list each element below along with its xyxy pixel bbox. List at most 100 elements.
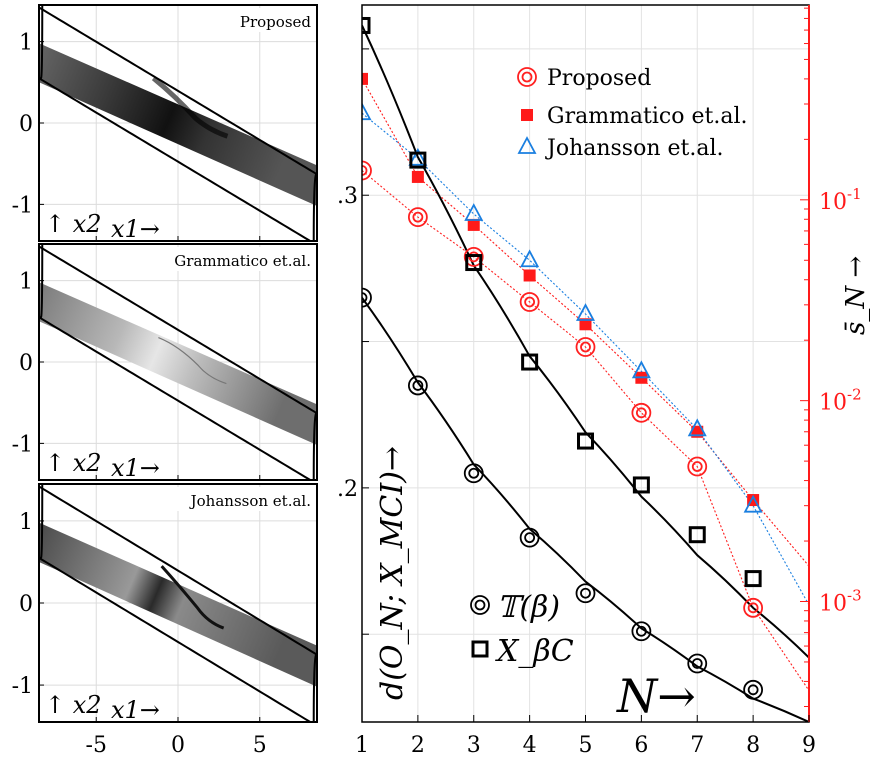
y-tick-label: -1 (12, 193, 33, 218)
legend-marker-xbetac (471, 640, 489, 658)
legend-marker-proposed-inner (521, 71, 533, 83)
data-point-tbeta (463, 463, 484, 484)
plot-area (39, 484, 317, 722)
data-point-proposed (743, 597, 764, 618)
x-tick-label: 9 (802, 733, 816, 758)
y2-tick-label: 10-1 (819, 185, 862, 215)
data-point-proposed-inner (580, 341, 591, 353)
y2-tick-base: 10 (819, 591, 847, 616)
y-tick-label: .2 (337, 477, 358, 502)
data-point-proposed (631, 402, 652, 423)
y-tick-label: 0 (19, 351, 33, 376)
y-tick-label: 0 (19, 112, 33, 137)
heatmap-panel: 1 0 -1 Proposed ↑ x2 x1→ (12, 4, 318, 243)
heatmap-feature (158, 337, 227, 385)
boundary-curve (39, 485, 317, 722)
x-tick-label: 3 (467, 733, 481, 758)
series-line (362, 170, 809, 691)
panel-title: Johansson et.al. (189, 492, 311, 510)
legend-marker-tbeta (470, 595, 490, 615)
y-axis-label: ↑ x2 (45, 210, 102, 238)
data-point-tbeta-inner (635, 625, 647, 637)
legend-marker-proposed (517, 67, 537, 87)
panel-title: Proposed (240, 13, 312, 31)
legend: 𝕋(β) X_βC (470, 590, 574, 669)
y2-tick-exponent: -2 (847, 386, 862, 404)
data-point-johansson (743, 494, 763, 513)
data-point-xbetac (577, 432, 594, 450)
data-point-xbetac (744, 570, 762, 588)
data-point-johansson (464, 203, 484, 221)
boundary-curve (39, 5, 313, 241)
y2-tick-base: 10 (819, 391, 847, 416)
x-tick-label: 5 (253, 733, 267, 758)
data-point-proposed (575, 337, 596, 357)
data-point-tbeta-inner (524, 532, 536, 544)
data-point-tbeta (575, 583, 596, 604)
heatmap-feature (151, 76, 229, 139)
plot-area (39, 5, 317, 241)
y2-tick-label: 10-3 (819, 586, 862, 616)
data-point-grammatico (362, 72, 368, 85)
x-tick-label: 8 (746, 733, 760, 758)
heatmap-panel: 1 0 -1 Grammatico et.al. ↑ x2 x1→ (12, 243, 318, 482)
plot-area (362, 16, 809, 722)
legend-label: 𝕋(β) (497, 590, 560, 625)
data-point-tbeta (519, 527, 540, 548)
data-point-tbeta-inner (412, 380, 424, 391)
y2-tick-exponent: -3 (847, 586, 862, 604)
data-point-johansson (631, 360, 651, 379)
x-axis-label: N→ (616, 669, 696, 723)
data-point-proposed-inner (412, 211, 424, 223)
boundary-curve (39, 244, 313, 480)
data-point-xbetac (409, 151, 427, 169)
y-tick-label: 1 (19, 510, 33, 535)
data-point-proposed (407, 207, 428, 228)
y-tick-label: 1 (19, 31, 33, 56)
legend: Proposed Grammatico et.al. Johansson et.al… (517, 66, 747, 161)
y-axis-label: d(O_N; X_MCI)→ (375, 446, 410, 700)
data-point-proposed-inner (747, 602, 759, 614)
data-point-tbeta-inner (691, 658, 703, 669)
legend-label: Johansson et.al. (545, 136, 724, 161)
y-tick-label: .3 (337, 184, 358, 209)
x-tick-label: 2 (411, 733, 425, 758)
data-point-tbeta (631, 621, 652, 642)
data-point-proposed (687, 456, 708, 477)
heatmap-band (39, 522, 317, 687)
legend-marker-grammatico (521, 109, 533, 121)
x-tick-label: -5 (86, 733, 107, 758)
heatmap-band (39, 282, 317, 446)
x-tick-label: 5 (579, 733, 593, 758)
heatmap-feature (160, 565, 225, 630)
y2-axis-label: s̄_N → (841, 256, 871, 335)
x-tick-label: 7 (690, 733, 704, 758)
y2-tick-base: 10 (819, 190, 847, 215)
legend-label: X_βC (495, 634, 574, 669)
y-tick-label: -1 (12, 432, 33, 457)
data-point-johansson (520, 249, 540, 268)
legend-label: Proposed (547, 66, 651, 91)
boundary-curve (39, 245, 317, 480)
data-point-tbeta-inner (747, 684, 759, 696)
data-point-proposed-inner (635, 407, 647, 419)
data-point-johansson (576, 303, 595, 321)
plot-area (39, 244, 317, 480)
y-axis-label: ↑ x2 (45, 691, 102, 719)
data-point-tbeta (687, 653, 708, 674)
x-axis-label: x1→ (111, 215, 160, 243)
data-point-tbeta (407, 375, 428, 396)
left-panels: 1 0 -1 Proposed ↑ x2 x1→ 1 0 -1 Grammatico et.al.… (12, 4, 318, 758)
data-point-grammatico (411, 170, 424, 183)
y2-tick-exponent: -1 (847, 185, 862, 203)
y-tick-label: 1 (19, 270, 33, 295)
data-point-grammatico (523, 269, 536, 282)
legend-label: Grammatico et.al. (547, 104, 747, 129)
data-point-grammatico (579, 318, 592, 331)
data-point-tbeta-inner (580, 587, 591, 599)
series-line (362, 112, 809, 606)
legend-marker-tbeta-inner (474, 599, 486, 611)
data-point-proposed (519, 292, 540, 312)
data-point-tbeta (743, 679, 764, 700)
